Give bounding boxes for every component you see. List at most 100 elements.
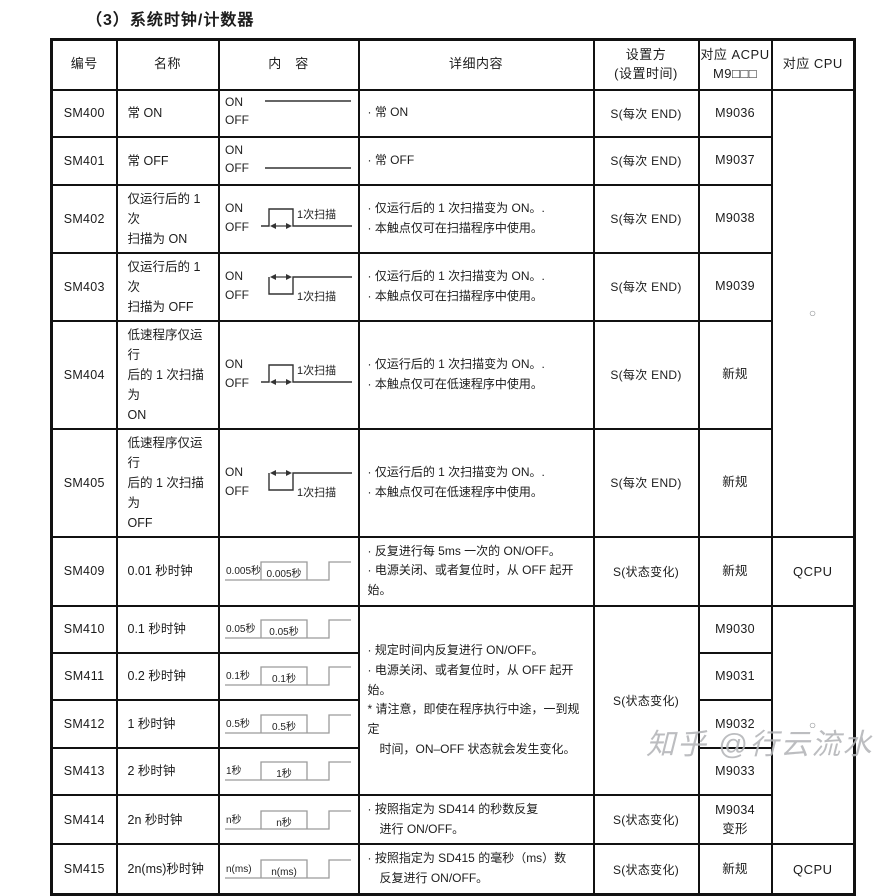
table-row-sm405: SM405 低速程序仅运行 后的 1 次扫描为 OFF ON OFF 1次扫描 · … [50,427,855,538]
table-row-sm400: SM400 常 ON ON OFF · 常 ON S(每次 END) M9036 … [50,88,856,538]
col-header-content: 内 容 [217,38,360,91]
cpu-cell: QCPU [770,535,856,607]
waveform-diagram: ON OFF 1次扫描 [217,319,360,430]
table-row-sm409: SM409 0.01 秒时钟 0.005秒 0.005秒 · 反复进行每 5ms … [50,535,856,607]
set-method-merged-cell: S(状态变化) [592,604,700,796]
table-row-sm402: SM402 仅运行后的 1 次 扫描为 ON ON OFF 1次扫描 · 仅运行后的… [50,183,855,254]
row-name: 2 秒时钟 [115,746,220,796]
row-name: 0.01 秒时钟 [115,535,220,607]
waveform-diagram: ON OFF 1次扫描 [217,427,360,538]
waveform-diagram: ON OFF [217,88,360,138]
waveform-diagram: ON OFF 1次扫描 [217,251,360,322]
row-name: 0.1 秒时钟 [115,604,220,654]
row-id: SM413 [50,746,118,796]
row-details: · 常 OFF [357,135,595,186]
svg-text:1次扫描: 1次扫描 [297,363,336,377]
row-set-method: S(每次 END) [592,251,700,322]
row-acpu: M9031 [697,651,773,701]
svg-text:OFF: OFF [225,161,249,175]
svg-text:ON: ON [225,143,243,157]
waveform-diagram: 0.1秒 0.1秒 [217,651,360,701]
row-id: SM411 [50,651,118,701]
row-id: SM409 [50,535,118,607]
row-acpu: M9032 [697,698,773,749]
svg-text:0.1秒: 0.1秒 [226,669,250,682]
table-row-sm412: SM412 1 秒时钟 0.5秒 0.5秒 M9032 [50,698,855,749]
row-set-method: S(每次 END) [592,135,700,186]
page-title: （3）系统时钟/计数器 [86,12,255,29]
svg-text:0.5秒: 0.5秒 [272,720,296,733]
svg-text:ON: ON [225,269,243,283]
svg-text:1秒: 1秒 [276,767,292,780]
svg-text:OFF: OFF [225,288,249,302]
row-details: · 仅运行后的 1 次扫描变为 ON。. · 本触点仅可在扫描程序中使用。 [357,251,595,322]
cpu-merged-cell: ○ [770,88,856,538]
row-acpu: 新规 [697,427,773,538]
svg-text:ON: ON [225,201,243,215]
svg-text:ON: ON [225,465,243,479]
header-row: 编号 名称 内 容 详细内容 设置方 (设置时间) 对应 ACPU M9□□□ … [50,38,856,91]
row-id: SM415 [50,843,118,896]
svg-text:OFF: OFF [225,376,249,390]
cpu-merged-cell: ○ [770,604,856,846]
svg-text:n(ms): n(ms) [226,864,252,875]
waveform-diagram: n(ms) n(ms) [217,843,360,896]
row-name: 常 ON [115,88,220,138]
row-set-method: S(每次 END) [592,427,700,538]
row-id: SM414 [50,793,118,846]
row-acpu: M9033 [697,746,773,796]
row-id: SM402 [50,183,118,254]
svg-text:OFF: OFF [225,220,249,234]
svg-text:n秒: n秒 [226,813,242,826]
svg-text:0.05秒: 0.05秒 [269,625,298,638]
svg-text:n(ms): n(ms) [271,867,297,878]
row-name: 0.2 秒时钟 [115,651,220,701]
row-set-method: S(状态变化) [592,535,700,607]
svg-text:OFF: OFF [225,113,249,127]
row-name: 1 秒时钟 [115,698,220,749]
waveform-diagram: 0.05秒 0.05秒 [217,604,360,654]
waveform-diagram: 0.5秒 0.5秒 [217,698,360,749]
details-merged-cell: · 规定时间内反复进行 ON/OFF。 · 电源关闭、或者复位时，从 OFF 起… [357,604,595,796]
row-id: SM412 [50,698,118,749]
row-acpu: M9030 [697,604,773,654]
svg-text:0.5秒: 0.5秒 [226,717,250,730]
row-id: SM404 [50,319,118,430]
table-row-sm415: SM415 2n(ms)秒时钟 n(ms) n(ms) · 按照指定为 SD415… [50,843,856,896]
row-acpu: M9037 [697,135,773,186]
table-row-sm403: SM403 仅运行后的 1 次 扫描为 OFF ON OFF 1次扫描 · 仅运行后… [50,251,855,322]
svg-text:0.05秒: 0.05秒 [226,622,255,635]
svg-text:1次扫描: 1次扫描 [297,485,336,499]
row-name: 低速程序仅运行 后的 1 次扫描为 ON [115,319,220,430]
row-set-method: S(每次 END) [592,319,700,430]
row-id: SM403 [50,251,118,322]
row-set-method: S(状态变化) [592,793,700,846]
waveform-diagram: 1秒 1秒 [217,746,360,796]
table-row-sm401: SM401 常 OFF ON OFF · 常 OFF S(每次 END) M903… [50,135,855,186]
svg-text:0.005秒: 0.005秒 [226,564,261,577]
svg-text:0.1秒: 0.1秒 [272,672,296,685]
row-id: SM410 [50,604,118,654]
svg-text:n秒: n秒 [276,816,292,829]
row-id: SM405 [50,427,118,538]
row-details: · 按照指定为 SD414 的秒数反复 进行 ON/OFF。 [357,793,595,846]
table-row-sm414: SM414 2n 秒时钟 n秒 n秒 · 按照指定为 SD414 的秒数反复 进行… [50,793,855,846]
row-acpu: M9039 [697,251,773,322]
cpu-cell: QCPU [770,843,856,896]
row-name: 2n 秒时钟 [115,793,220,846]
svg-text:OFF: OFF [225,484,249,498]
waveform-diagram: ON OFF [217,135,360,186]
row-details: · 反复进行每 5ms 一次的 ON/OFF。 · 电源关闭、或者复位时，从 O… [357,535,595,607]
svg-text:1秒: 1秒 [226,764,242,777]
waveform-diagram: ON OFF 1次扫描 [217,183,360,254]
row-acpu: 新规 [697,319,773,430]
row-id: SM401 [50,135,118,186]
row-set-method: S(状态变化) [592,843,700,896]
row-name: 低速程序仅运行 后的 1 次扫描为 OFF [115,427,220,538]
col-header-name: 名称 [115,38,220,91]
row-acpu: 新规 [697,535,773,607]
waveform-diagram: 0.005秒 0.005秒 [217,535,360,607]
svg-text:ON: ON [225,95,243,109]
svg-text:1次扫描: 1次扫描 [297,207,336,221]
table-row-sm411: SM411 0.2 秒时钟 0.1秒 0.1秒 M9031 [50,651,855,701]
